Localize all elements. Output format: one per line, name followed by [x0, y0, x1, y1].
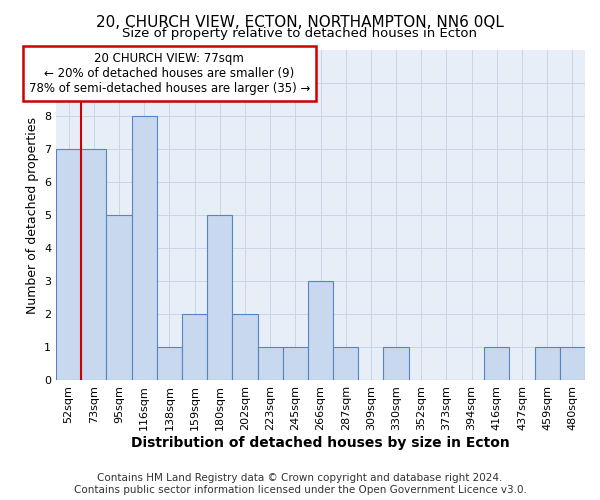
Bar [257, 348, 283, 380]
Bar [333, 348, 358, 380]
Bar [131, 116, 157, 380]
Text: Size of property relative to detached houses in Ecton: Size of property relative to detached ho… [122, 28, 478, 40]
Y-axis label: Number of detached properties: Number of detached properties [26, 116, 38, 314]
Bar [232, 314, 257, 380]
Bar [106, 215, 131, 380]
Text: 20, CHURCH VIEW, ECTON, NORTHAMPTON, NN6 0QL: 20, CHURCH VIEW, ECTON, NORTHAMPTON, NN6… [96, 15, 504, 30]
Bar [56, 149, 81, 380]
Bar [207, 215, 232, 380]
Bar [535, 348, 560, 380]
Text: Contains HM Land Registry data © Crown copyright and database right 2024.
Contai: Contains HM Land Registry data © Crown c… [74, 474, 526, 495]
X-axis label: Distribution of detached houses by size in Ecton: Distribution of detached houses by size … [131, 436, 510, 450]
Bar [182, 314, 207, 380]
Bar [383, 348, 409, 380]
Bar [157, 348, 182, 380]
Bar [308, 282, 333, 380]
Bar [283, 348, 308, 380]
Text: 20 CHURCH VIEW: 77sqm
← 20% of detached houses are smaller (9)
78% of semi-detac: 20 CHURCH VIEW: 77sqm ← 20% of detached … [29, 52, 310, 94]
Bar [560, 348, 585, 380]
Bar [81, 149, 106, 380]
Bar [484, 348, 509, 380]
